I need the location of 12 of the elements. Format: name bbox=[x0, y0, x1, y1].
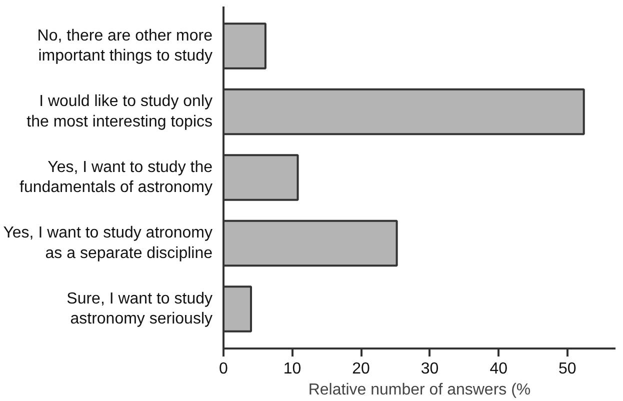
x-tick-label: 10 bbox=[283, 360, 302, 378]
x-tick-label: 40 bbox=[490, 360, 508, 378]
x-tick-label: 20 bbox=[352, 360, 370, 378]
y-tick-label: Yes, I want to study atronomy as a separate discipline bbox=[3, 224, 213, 262]
x-tick-label: 30 bbox=[420, 360, 439, 378]
y-tick-label: Sure, I want to study astronomy seriously bbox=[66, 290, 213, 328]
x-tick-label: 50 bbox=[558, 360, 576, 378]
y-tick-label: Yes, I want to study the fundamentals of astronomy bbox=[20, 158, 213, 196]
y-tick-label: I would like to study only the most interesting topics bbox=[26, 93, 213, 130]
y-tick-label: No, there are other more important things to study bbox=[37, 27, 213, 65]
x-axis-title: Relative number of answers (% bbox=[308, 382, 531, 398]
x-tick-label: 0 bbox=[219, 360, 228, 378]
